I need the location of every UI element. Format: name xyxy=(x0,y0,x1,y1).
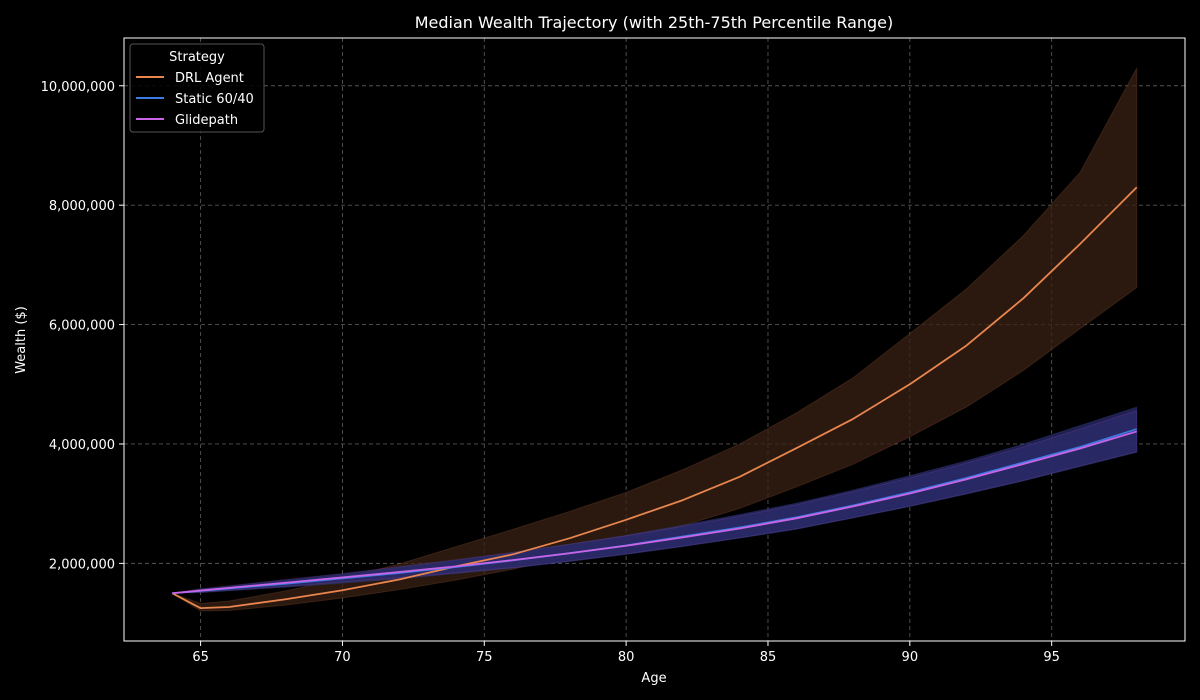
y-tick-label: 6,000,000 xyxy=(49,319,115,334)
x-tick-label: 75 xyxy=(476,650,493,665)
chart-title: Median Wealth Trajectory (with 25th-75th… xyxy=(415,13,894,32)
median-line-drl-agent xyxy=(171,186,1138,610)
x-axis-ticks: 65 70 75 80 85 90 95 xyxy=(192,641,1060,665)
grid-layer xyxy=(124,38,1185,641)
percentile-band-glidepath xyxy=(172,409,1138,594)
percentile-band-drl-agent xyxy=(171,67,1138,612)
y-axis-label: Wealth ($) xyxy=(14,306,29,374)
legend-box xyxy=(129,43,265,133)
median-line-glidepath xyxy=(172,430,1138,595)
median-line-layer xyxy=(171,186,1138,610)
legend: Strategy DRL Agent Static 60/40 Glidepat… xyxy=(129,43,265,133)
x-axis-label: Age xyxy=(641,671,666,686)
y-axis-ticks: 2,000,000 4,000,000 6,000,000 8,000,000 10,0… xyxy=(41,80,124,572)
plot-area-frame xyxy=(123,37,1186,642)
legend-entry-drl-agent: DRL Agent xyxy=(175,71,244,86)
legend-title: Strategy xyxy=(169,50,225,65)
x-tick-label: 80 xyxy=(618,650,635,665)
y-tick-label: 8,000,000 xyxy=(49,199,115,214)
y-tick-label: 10,000,000 xyxy=(41,80,115,95)
x-tick-label: 85 xyxy=(760,650,777,665)
x-tick-label: 70 xyxy=(334,650,351,665)
x-tick-label: 90 xyxy=(902,650,919,665)
legend-entry-static-60-40: Static 60/40 xyxy=(175,92,254,107)
x-tick-label: 95 xyxy=(1043,650,1060,665)
y-tick-label: 2,000,000 xyxy=(49,557,115,572)
legend-entry-glidepath: Glidepath xyxy=(175,113,238,128)
x-tick-label: 65 xyxy=(192,650,209,665)
y-tick-label: 4,000,000 xyxy=(49,438,115,453)
